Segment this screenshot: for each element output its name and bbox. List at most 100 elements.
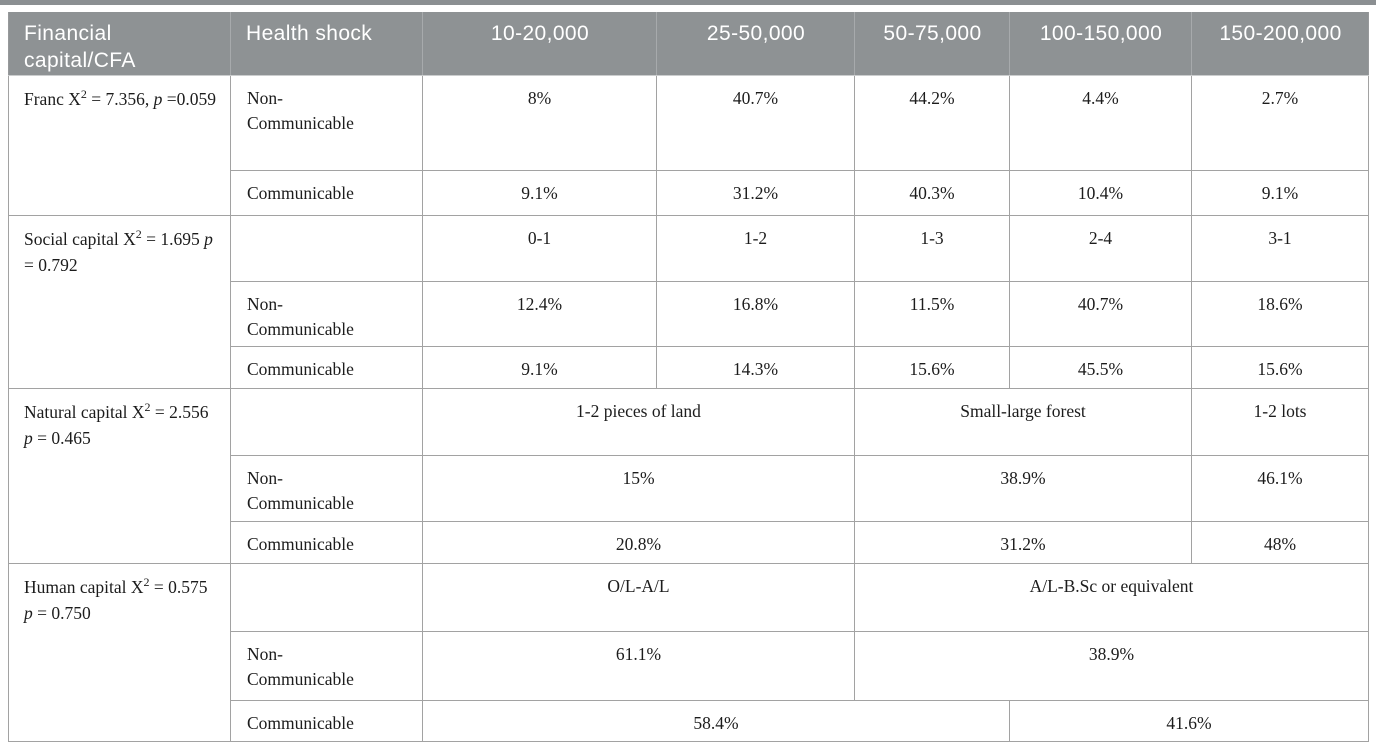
value-cell: 4.4% (1009, 74, 1192, 171)
value-cell: A/L-B.Sc or equivalent (854, 562, 1369, 632)
health-shock-cell-blank (230, 214, 423, 282)
table-body: Franc X2 = 7.356, p =0.059 Non-Communicab… (8, 74, 1369, 742)
health-shock-cell-blank (230, 562, 423, 632)
value-cell: 48% (1191, 520, 1369, 564)
value-cell: 3-1 (1191, 214, 1369, 282)
column-header-label: Financial capital/CFA (24, 22, 136, 73)
value-cell: 18.6% (1191, 280, 1369, 347)
value-cell: 15.6% (854, 345, 1010, 389)
health-shock-label: Non-Communicable (247, 467, 354, 513)
value-cell: 1-2 (656, 214, 855, 282)
label-text: = 0.465 (32, 427, 91, 448)
superscript: 2 (135, 226, 142, 241)
group-label-social-capital: Social capital X2 = 1.695 p = 0.792 (8, 214, 231, 389)
health-shock-label: Communicable (247, 533, 354, 554)
value-cell: 44.2% (854, 74, 1010, 171)
health-shock-cell-communicable: Communicable (230, 169, 423, 216)
health-shock-cell-non-communicable: Non-Communicable (230, 454, 423, 522)
value-cell: O/L-A/L (422, 562, 855, 632)
label-text: = 7.356, (86, 88, 154, 109)
health-shock-cell-non-communicable: Non-Communicable (230, 630, 423, 701)
group-label-human-capital: Human capital X2 = 0.575 p = 0.750 (8, 562, 231, 742)
health-shock-label: Non-Communicable (247, 87, 354, 133)
value-cell: 31.2% (656, 169, 855, 216)
value-cell: 31.2% (854, 520, 1192, 564)
value-cell: Small-large forest (854, 387, 1192, 456)
label-text: = 0.750 (32, 602, 91, 623)
value-cell: 58.4% (422, 699, 1010, 742)
table-container: Financial capital/CFA Health shock 10-20,0… (8, 12, 1369, 742)
value-cell: 40.3% (854, 169, 1010, 216)
column-header-150-200-000: 150-200,000 (1191, 12, 1369, 76)
health-shock-cell-blank (230, 387, 423, 456)
table-row: Natural capital X2 = 2.556 p = 0.465 1-2 … (8, 387, 1369, 564)
italic-p: p (204, 228, 213, 249)
group-label-franc: Franc X2 = 7.356, p =0.059 (8, 74, 231, 216)
value-cell: 1-3 (854, 214, 1010, 282)
label-text: =0.059 (162, 88, 216, 109)
value-cell: 0-1 (422, 214, 657, 282)
column-header-25-50-000: 25-50,000 (656, 12, 855, 76)
column-header-health-shock: Health shock (230, 12, 423, 76)
health-shock-cell-communicable: Communicable (230, 345, 423, 389)
value-cell: 1-2 pieces of land (422, 387, 855, 456)
table-row: Non-Communicable 12.4% 16.8% 11.5% 40.7% 18.6… (9, 280, 1369, 347)
label-text: Human capital X (24, 576, 144, 597)
column-header-50-75-000: 50-75,000 (854, 12, 1010, 76)
table-row: Communicable 9.1% 14.3% 15.6% 45.5% 15.6% (9, 345, 1369, 389)
italic-p: p (153, 88, 163, 109)
value-cell: 12.4% (422, 280, 657, 347)
value-cell: 14.3% (656, 345, 855, 389)
superscript: 2 (80, 86, 87, 101)
health-shock-label: Communicable (247, 358, 354, 379)
value-cell: 38.9% (854, 454, 1192, 522)
label-text: = 0.575 (149, 576, 208, 597)
value-cell: 15.6% (1191, 345, 1369, 389)
label-text: = 2.556 (150, 401, 209, 422)
value-cell: 61.1% (422, 630, 855, 701)
column-header-financial-capital-cfa: Financial capital/CFA (8, 12, 231, 76)
health-shock-cell-non-communicable: Non-Communicable (230, 280, 423, 347)
value-cell: 10.4% (1009, 169, 1192, 216)
value-cell: 40.7% (656, 74, 855, 171)
value-cell: 9.1% (1191, 169, 1369, 216)
value-cell: 1-2 lots (1191, 387, 1369, 456)
health-shock-cell-non-communicable: Non-Communicable (230, 74, 423, 171)
value-cell: 11.5% (854, 280, 1010, 347)
health-shock-cell-communicable: Communicable (230, 699, 423, 742)
label-text: Natural capital X (24, 401, 145, 422)
italic-p: p (24, 427, 33, 448)
health-shock-label: Communicable (247, 712, 354, 733)
table-header-row-group: Financial capital/CFA Health shock 10-20,0… (8, 12, 1369, 76)
label-text: Franc X (24, 88, 81, 109)
health-shock-cell-communicable: Communicable (230, 520, 423, 564)
value-cell: 2-4 (1009, 214, 1192, 282)
value-cell: 8% (422, 74, 657, 171)
health-shock-label: Non-Communicable (247, 643, 354, 689)
value-cell: 46.1% (1191, 454, 1369, 522)
capitals-health-shock-table: Financial capital/CFA Health shock 10-20,0… (8, 12, 1369, 742)
value-cell: 15% (422, 454, 855, 522)
header-row: Financial capital/CFA Health shock 10-20,0… (8, 12, 1369, 76)
value-cell: 45.5% (1009, 345, 1192, 389)
value-cell: 38.9% (854, 630, 1369, 701)
column-header-10-20-000: 10-20,000 (422, 12, 657, 76)
table-row: Human capital X2 = 0.575 p = 0.750 O/L-A/… (8, 562, 1369, 742)
value-cell: 9.1% (422, 345, 657, 389)
table-row: Non-Communicable 61.1% 38.9% (9, 630, 1369, 701)
value-cell: 41.6% (1009, 699, 1369, 742)
table-row: Communicable 58.4% 41.6% (9, 699, 1369, 742)
group-label-natural-capital: Natural capital X2 = 2.556 p = 0.465 (8, 387, 231, 564)
table-row: Social capital X2 = 1.695 p = 0.792 0-1 1-… (8, 214, 1369, 389)
value-cell: 40.7% (1009, 280, 1192, 347)
health-shock-label: Communicable (247, 182, 354, 203)
health-shock-label: Non-Communicable (247, 293, 354, 339)
label-text: Social capital X (24, 228, 136, 249)
value-cell: 20.8% (422, 520, 855, 564)
superscript: 2 (143, 574, 150, 589)
table-top-rule (0, 0, 1376, 5)
column-header-100-150-000: 100-150,000 (1009, 12, 1192, 76)
label-text: = 1.695 (141, 228, 205, 249)
superscript: 2 (144, 399, 151, 414)
